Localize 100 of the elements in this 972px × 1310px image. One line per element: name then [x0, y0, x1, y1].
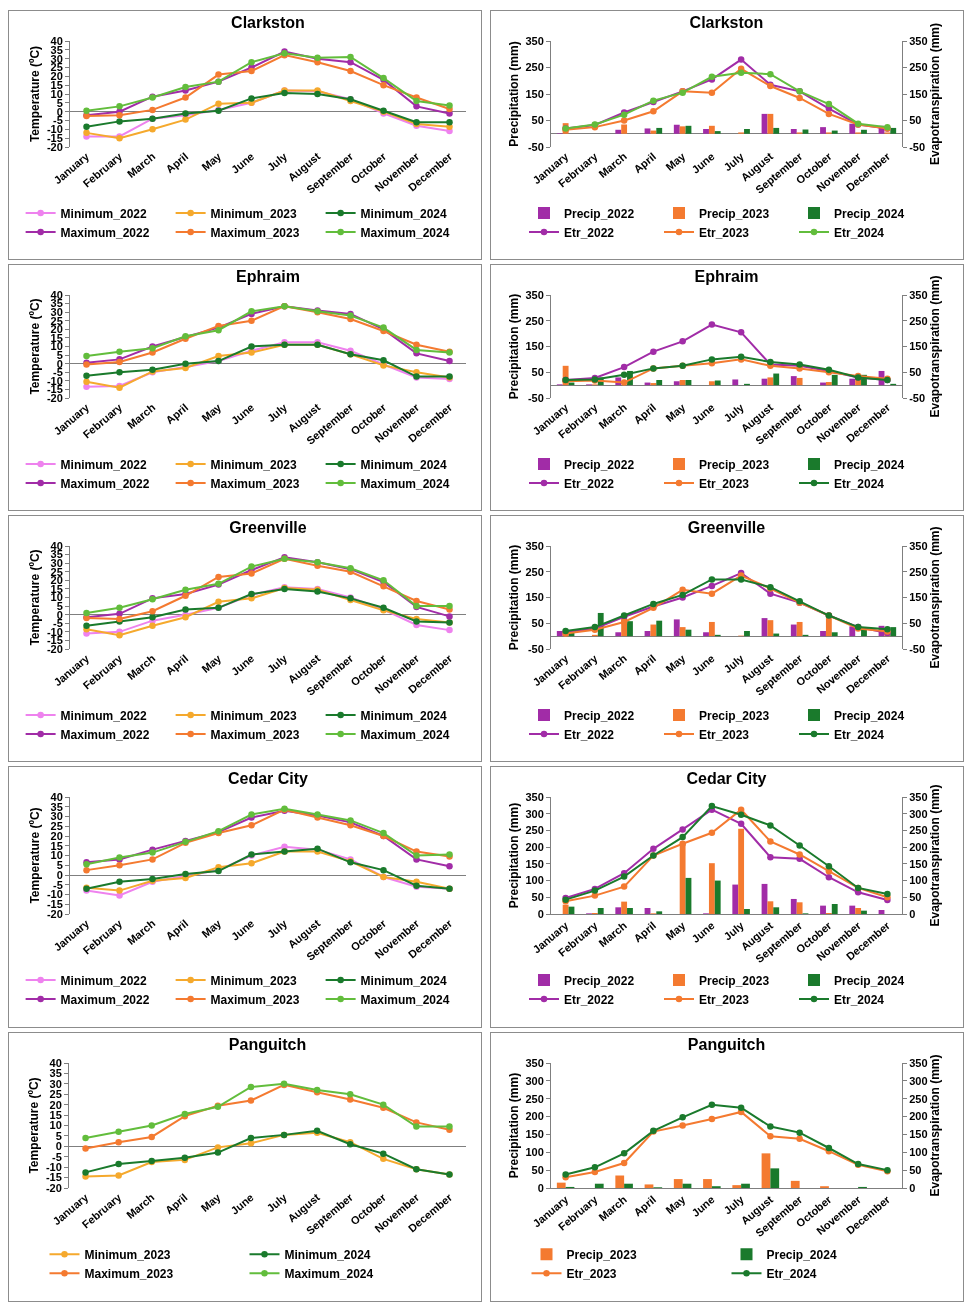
x-tick-label: July — [264, 916, 290, 941]
legend-label: Precip_2024 — [834, 206, 905, 221]
legend-label: Precip_2023 — [699, 708, 770, 723]
y-tick-label: -10 — [45, 1161, 62, 1174]
legend-label: Precip_2022 — [564, 206, 635, 221]
y-tick-label: 150 — [525, 340, 544, 353]
y2-tick-label: 350 — [909, 288, 928, 301]
legend-label: Minimum_2022 — [60, 206, 147, 221]
legend-label: Etr_2023 — [699, 992, 750, 1007]
y-axis-title: Precipitation (mm) — [506, 1072, 521, 1179]
y-tick-label: -50 — [527, 391, 544, 404]
y-tick-label: -20 — [45, 1181, 62, 1194]
legend-label: Precip_2023 — [699, 457, 770, 472]
legend-label: Precip_2022 — [564, 457, 635, 472]
y2-tick-label: -50 — [909, 140, 926, 153]
legend-label: Minimum_2024 — [360, 973, 447, 988]
y-tick-label: 10 — [50, 340, 63, 353]
y2-tick-label: 50 — [909, 1163, 922, 1176]
legend-label: Minimum_2024 — [360, 708, 447, 723]
x-tick-label: July — [264, 400, 290, 425]
legend-label: Etr_2024 — [834, 727, 885, 742]
y-axis-title: Precipitation (mm) — [506, 544, 521, 651]
y-tick-label: 350 — [525, 34, 544, 47]
y2-axis-title: Evapotranspiration (mm) — [928, 784, 943, 927]
chart-title: Cedar City — [227, 770, 309, 788]
y2-axis-title: Evapotranspiration (mm) — [928, 1054, 943, 1197]
legend-label: Precip_2022 — [564, 973, 635, 988]
legend-label: Minimum_2023 — [84, 1248, 171, 1263]
y-tick-label: 50 — [531, 1163, 544, 1176]
y2-tick-label: 250 — [909, 824, 928, 837]
legend-label: Etr_2023 — [699, 476, 750, 491]
y-tick-label: 0 — [537, 1181, 544, 1194]
legend-label: Precip_2022 — [564, 708, 635, 723]
y-axis-title: Precipitation (mm) — [506, 41, 521, 147]
y-axis-title: Precipitation (mm) — [506, 293, 521, 400]
x-tick-label: May — [199, 651, 224, 676]
x-tick-label: May — [199, 149, 224, 174]
legend-label: Etr_2022 — [564, 476, 615, 491]
x-tick-label: May — [663, 651, 689, 676]
y-tick-label: -50 — [527, 642, 544, 655]
legend-label: Minimum_2022 — [60, 973, 147, 988]
y-tick-label: 300 — [525, 1074, 544, 1087]
legend-label: Minimum_2024 — [360, 457, 447, 472]
y-tick-label: -5 — [52, 1150, 62, 1163]
y2-tick-label: 250 — [909, 565, 928, 578]
legend-label: Precip_2024 — [834, 457, 905, 472]
y-tick-label: -15 — [46, 634, 63, 647]
legend-label: Precip_2023 — [699, 206, 770, 221]
legend-label: Etr_2024 — [766, 1267, 817, 1282]
y-tick-label: -10 — [46, 888, 63, 901]
x-tick-label: July — [264, 149, 290, 174]
y-tick-label: 20 — [50, 323, 63, 336]
y-tick-label: 100 — [525, 1146, 544, 1159]
y2-tick-label: 350 — [909, 34, 928, 47]
legend-label: Maximum_2024 — [360, 225, 450, 240]
x-tick-label: May — [663, 400, 689, 425]
x-tick-label: July — [721, 651, 747, 676]
y-tick-label: 30 — [50, 810, 63, 823]
chart-title: Panguitch — [228, 1036, 307, 1054]
y-tick-label: 200 — [525, 840, 544, 853]
y-tick-label: 300 — [525, 807, 544, 820]
y-tick-label: -15 — [45, 1171, 62, 1184]
y2-tick-label: 150 — [909, 87, 928, 100]
y-axis-title: Temperature (ºC) — [28, 298, 43, 395]
legend-label: Maximum_2023 — [210, 476, 300, 491]
legend-label: Minimum_2024 — [284, 1248, 371, 1263]
y-tick-label: 30 — [49, 1077, 62, 1090]
y-axis-title: Temperature (ºC) — [28, 549, 43, 646]
legend-label: Maximum_2024 — [360, 727, 450, 742]
y2-tick-label: -50 — [909, 391, 926, 404]
y-tick-label: 350 — [525, 790, 544, 803]
y-tick-label: 250 — [525, 61, 544, 74]
legend-label: Maximum_2024 — [284, 1267, 374, 1282]
y-tick-label: 150 — [525, 87, 544, 100]
legend-label: Precip_2024 — [834, 708, 905, 723]
legend-label: Maximum_2022 — [60, 225, 150, 240]
y-tick-label: 20 — [49, 1098, 62, 1111]
y2-tick-label: 350 — [909, 539, 928, 552]
y-tick-label: 50 — [531, 891, 544, 904]
y2-tick-label: 350 — [909, 790, 928, 803]
x-tick-label: May — [198, 1190, 224, 1215]
y2-tick-label: 50 — [909, 891, 922, 904]
y-axis-title: Temperature (ºC) — [28, 45, 43, 143]
chart-title: Clarkston — [231, 14, 305, 32]
legend-label: Maximum_2023 — [210, 992, 300, 1007]
y-tick-label: 50 — [531, 617, 544, 630]
chart-title: Ephraim — [694, 268, 759, 286]
x-tick-label: July — [721, 1192, 747, 1217]
y2-tick-label: 50 — [909, 114, 922, 127]
y-tick-label: 250 — [525, 565, 544, 578]
x-tick-label: July — [721, 918, 747, 943]
y-tick-label: -5 — [53, 617, 63, 630]
x-tick-label: July — [721, 149, 747, 174]
x-tick-label: July — [264, 651, 290, 676]
x-tick-label: May — [199, 400, 224, 425]
x-tick-label: May — [663, 918, 689, 943]
y-tick-label: 15 — [49, 1108, 62, 1121]
y2-tick-label: 50 — [909, 366, 922, 379]
legend-label: Precip_2023 — [566, 1248, 637, 1263]
x-tick-label: May — [663, 1192, 689, 1217]
